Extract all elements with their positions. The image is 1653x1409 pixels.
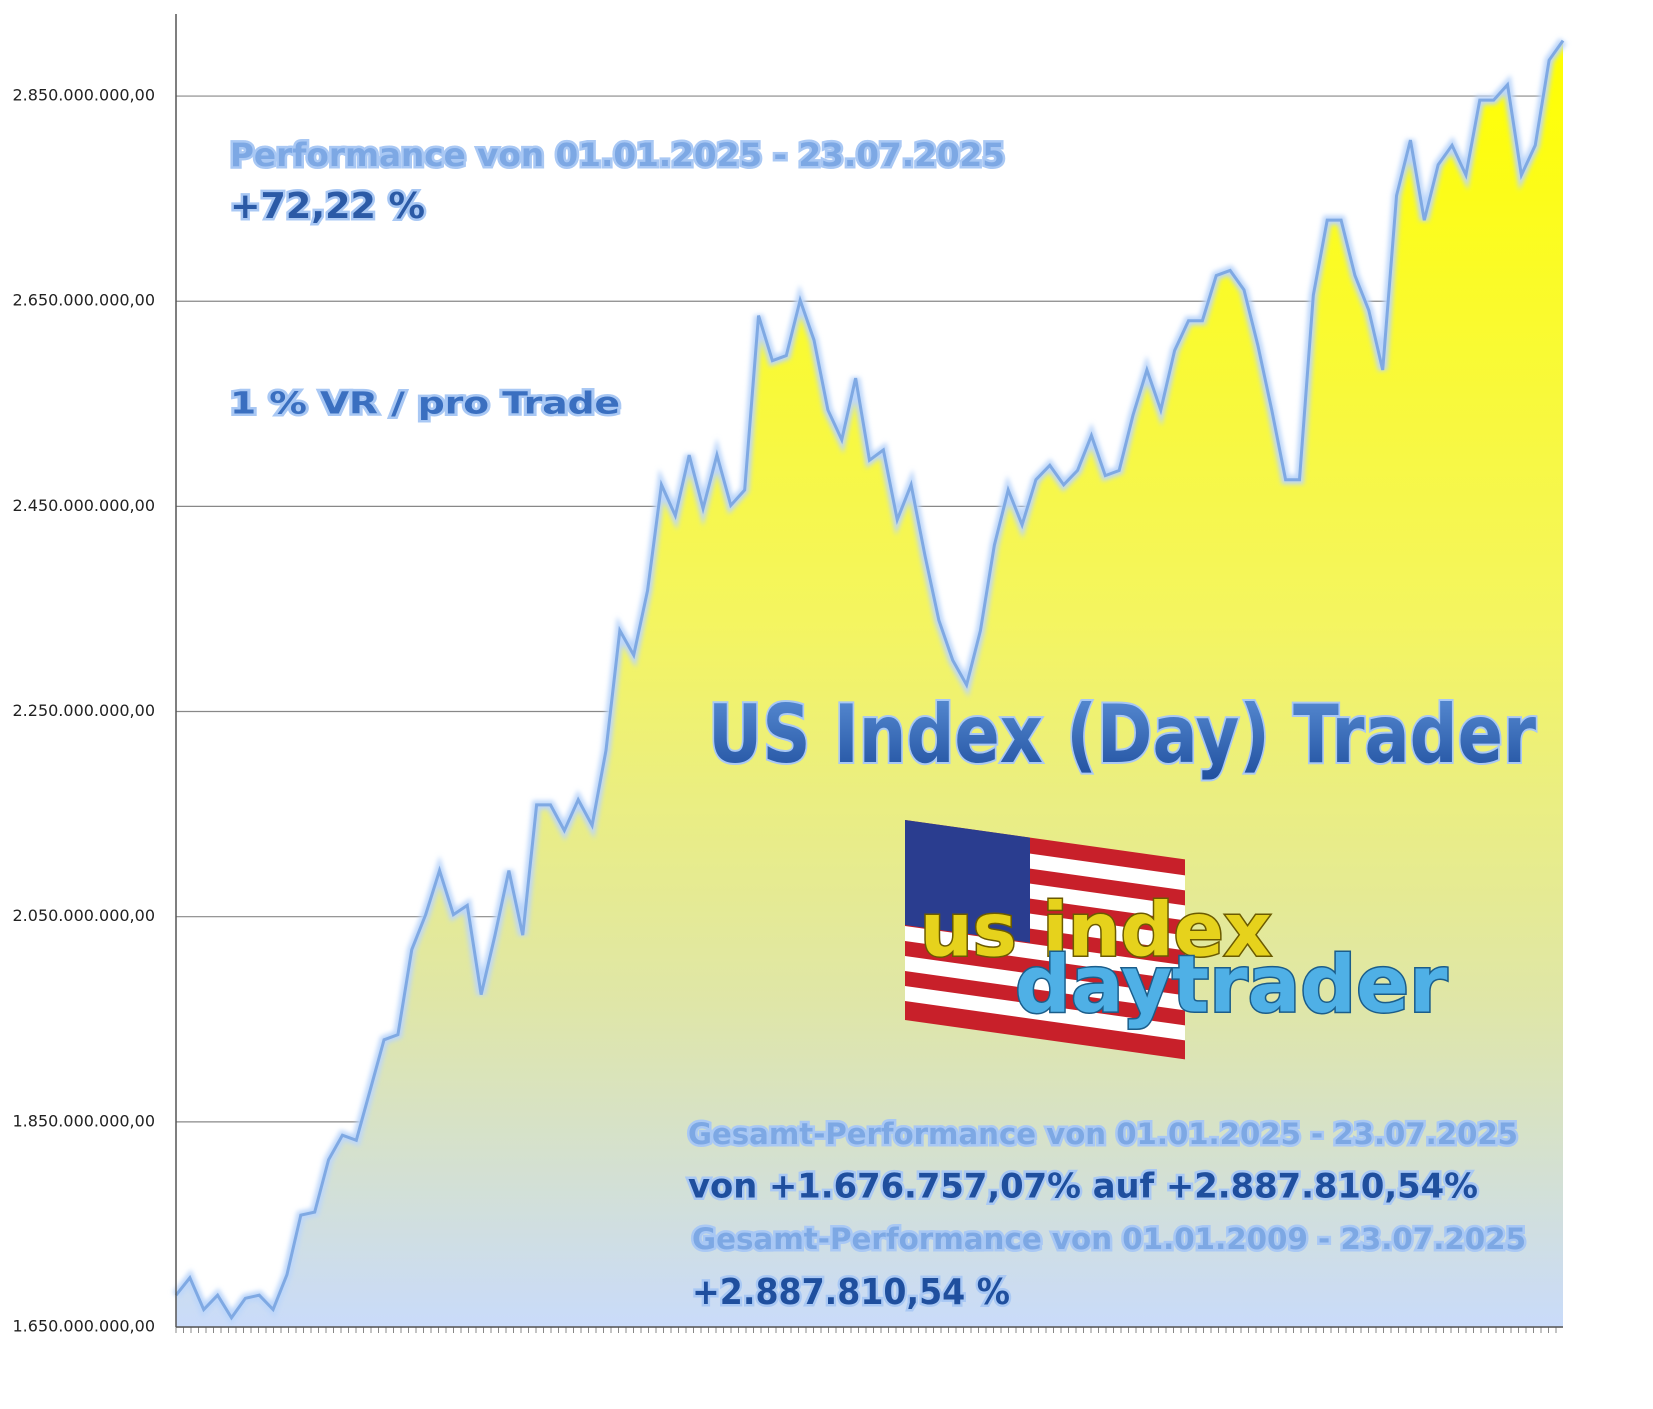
annotation: Gesamt-Performance von 01.01.2025 - 23.0… [688,1117,1518,1151]
y-tick-label: 2.450.000.000,00 [13,496,156,515]
logo-text: us index [920,888,1271,974]
flag [905,820,1185,1060]
y-tick-label: 1.850.000.000,00 [13,1111,156,1130]
line [174,39,1565,1321]
y-tick-label: 1.650.000.000,00 [13,1317,156,1336]
annotation: +72,22 % [230,186,425,227]
y-tick-label: 2.250.000.000,00 [13,701,156,720]
annotation: +2.887.810,54 % [692,1272,1010,1313]
annotation: Performance von 01.01.2025 - 23.07.2025 [230,136,1005,174]
logo: us index daytrader [905,820,1450,1060]
logo-text: daytrader [1015,940,1448,1030]
annotation: von +1.676.757,07% auf +2.887.810,54% [688,1167,1478,1207]
y-tick-label: 2.650.000.000,00 [13,291,156,310]
chart-title: US Index (Day) Trader [708,688,1536,781]
area [176,40,1563,1328]
annotation: 1 % VR / pro Trade [230,387,620,422]
y-tick-label: 2.050.000.000,00 [13,906,156,925]
annotation: Gesamt-Performance von 01.01.2009 - 23.0… [692,1222,1526,1256]
y-tick-label: 2.850.000.000,00 [13,86,156,105]
